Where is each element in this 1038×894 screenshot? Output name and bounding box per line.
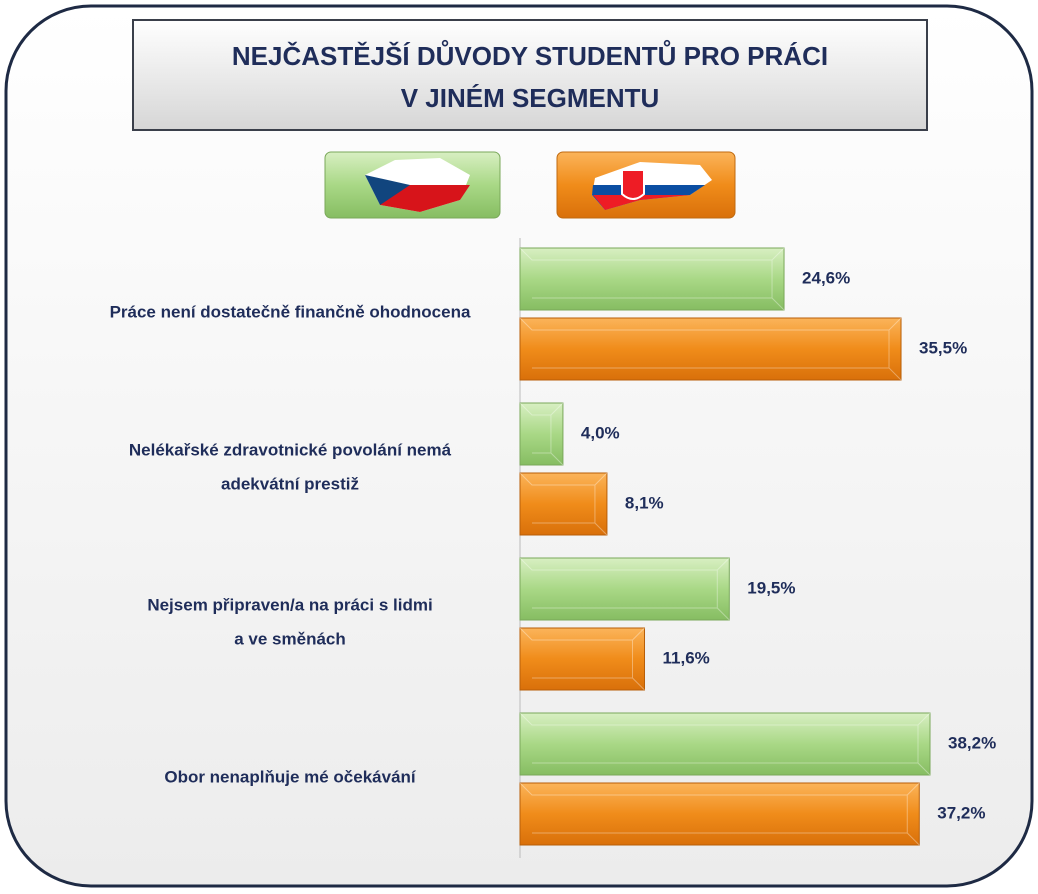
title-box	[132, 19, 928, 131]
bar	[519, 472, 608, 536]
bar-bevel	[519, 317, 902, 381]
bar-bevel	[519, 627, 645, 691]
category-label: Nejsem připraven/a na práci s lidmi	[147, 595, 432, 614]
bar	[519, 247, 785, 311]
chart-title: NEJČASTĚJŠÍ DŮVODY STUDENTŮ PRO PRÁCI	[232, 39, 828, 71]
category-label: Obor nenaplňuje mé očekávání	[164, 767, 417, 786]
bar	[519, 317, 902, 381]
bar-bevel	[519, 472, 608, 536]
category-label: Nelékařské zdravotnické povolání nemá	[129, 440, 452, 459]
value-label: 19,5%	[747, 578, 795, 597]
category-label: Práce není dostatečně finančně ohodnocen…	[110, 302, 471, 321]
chart-title: V JINÉM SEGMENTU	[401, 83, 660, 113]
category-label: adekvátní prestiž	[221, 474, 359, 493]
bar	[519, 557, 730, 621]
value-label: 4,0%	[581, 423, 620, 442]
legend-cz	[324, 151, 501, 219]
value-label: 11,6%	[663, 648, 710, 667]
bar-bevel	[519, 557, 730, 621]
bar-bevel	[519, 247, 785, 311]
bar	[519, 782, 920, 846]
value-label: 24,6%	[802, 268, 850, 287]
bar	[519, 402, 564, 466]
category-label: a ve směnách	[234, 629, 346, 648]
value-label: 38,2%	[948, 733, 996, 752]
bar-bevel	[519, 782, 920, 846]
value-label: 37,2%	[937, 803, 985, 822]
value-label: 35,5%	[919, 338, 967, 357]
bar	[519, 712, 931, 776]
legend-sk	[556, 151, 736, 219]
bar-bevel	[519, 402, 564, 466]
bar	[519, 627, 646, 691]
frame	[4, 4, 1034, 888]
bar-bevel	[519, 712, 931, 776]
value-label: 8,1%	[625, 493, 664, 512]
